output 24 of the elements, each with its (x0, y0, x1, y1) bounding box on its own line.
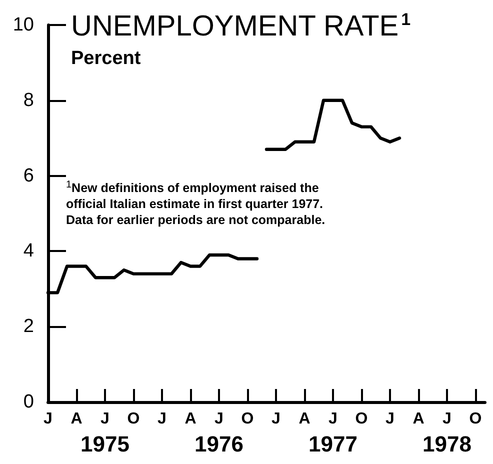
x-tick-label: A (70, 410, 83, 428)
x-tick-label: O (355, 410, 368, 428)
x-tick-label: A (412, 410, 425, 428)
x-tick-label: A (184, 410, 197, 428)
x-tick-label: A (298, 410, 311, 428)
x-tick-label: J 1976 (194, 410, 244, 456)
line-series (264, 98, 402, 152)
y-tick-label: 6 (23, 165, 34, 186)
x-tick-label: J (158, 410, 166, 428)
text: Percent (71, 48, 142, 69)
x-tick-label: J (44, 410, 52, 428)
x-tick-label: J 1975 (80, 410, 130, 456)
y-tick-label: 10 (12, 14, 34, 36)
y-tick-label: 2 (23, 316, 34, 338)
x-tick-label: J (272, 410, 280, 428)
x-tick-label: O (127, 410, 140, 428)
y-tick-label: 4 (23, 240, 34, 262)
y-tick-label: 0 (23, 392, 34, 412)
x-tick-label: O (241, 410, 254, 428)
x-tick-label: J 1978 (422, 410, 472, 456)
x-tick-label: J (386, 410, 394, 428)
x-tick-label: O (469, 410, 482, 428)
x-tick-label: J 1977 (308, 410, 358, 456)
y-tick-label: 8 (23, 90, 34, 111)
